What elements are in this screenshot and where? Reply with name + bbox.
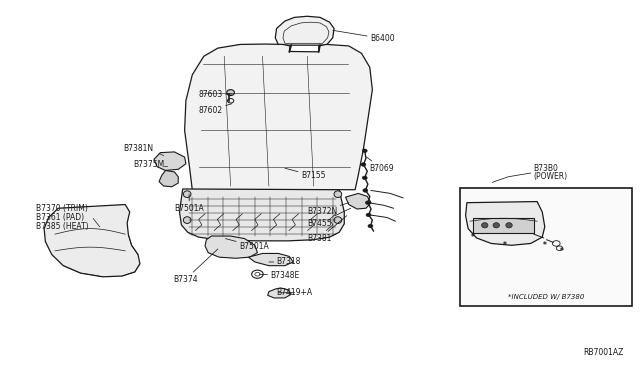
Ellipse shape (365, 201, 371, 205)
Text: 87602: 87602 (199, 104, 232, 115)
Text: B7069: B7069 (367, 157, 394, 173)
Text: B7374: B7374 (173, 249, 218, 284)
Polygon shape (248, 253, 293, 266)
Text: B7348E: B7348E (259, 271, 300, 280)
Polygon shape (44, 205, 140, 277)
Text: B7501A: B7501A (225, 238, 269, 250)
Text: 87603: 87603 (198, 90, 232, 99)
Ellipse shape (183, 191, 191, 198)
Text: *INCLUDED W/ B7380: *INCLUDED W/ B7380 (508, 294, 584, 300)
Text: B7155: B7155 (285, 168, 325, 180)
Ellipse shape (334, 191, 342, 198)
Ellipse shape (506, 223, 512, 228)
Text: B7318: B7318 (269, 257, 301, 266)
Polygon shape (275, 16, 334, 45)
Text: B7370 (TRIM): B7370 (TRIM) (36, 205, 88, 214)
Text: B7501A: B7501A (174, 194, 204, 213)
Text: B7381N: B7381N (124, 144, 154, 153)
Text: *: * (559, 247, 563, 256)
Text: B7385 (HEAT): B7385 (HEAT) (36, 221, 88, 231)
Ellipse shape (481, 223, 488, 228)
Text: *: * (471, 232, 476, 242)
Text: B7381: B7381 (307, 216, 347, 243)
Bar (461, 188, 632, 307)
Text: B73B0: B73B0 (533, 164, 558, 173)
Polygon shape (346, 193, 371, 209)
Text: (POWER): (POWER) (533, 172, 568, 181)
Text: RB7001AZ: RB7001AZ (583, 348, 623, 357)
Ellipse shape (227, 90, 234, 96)
Ellipse shape (334, 217, 342, 224)
Ellipse shape (183, 217, 191, 224)
Ellipse shape (362, 176, 367, 180)
Text: B7419+A: B7419+A (276, 288, 313, 297)
Text: *: * (503, 241, 507, 250)
Text: B7372N: B7372N (307, 203, 349, 216)
Text: B6400: B6400 (333, 31, 394, 43)
FancyBboxPatch shape (473, 218, 534, 233)
Ellipse shape (361, 163, 366, 166)
Ellipse shape (362, 149, 367, 153)
Text: B7361 (PAD): B7361 (PAD) (36, 213, 84, 222)
Text: *: * (543, 241, 547, 250)
Polygon shape (205, 236, 257, 258)
Text: B7375M: B7375M (134, 160, 164, 169)
Polygon shape (159, 170, 178, 187)
Ellipse shape (366, 213, 371, 217)
Polygon shape (179, 189, 344, 241)
Polygon shape (466, 202, 545, 245)
Polygon shape (154, 152, 186, 170)
Polygon shape (268, 288, 291, 298)
Ellipse shape (368, 224, 373, 228)
Text: B7455: B7455 (307, 208, 351, 228)
Polygon shape (184, 44, 372, 190)
Ellipse shape (493, 223, 499, 228)
Ellipse shape (363, 189, 368, 192)
